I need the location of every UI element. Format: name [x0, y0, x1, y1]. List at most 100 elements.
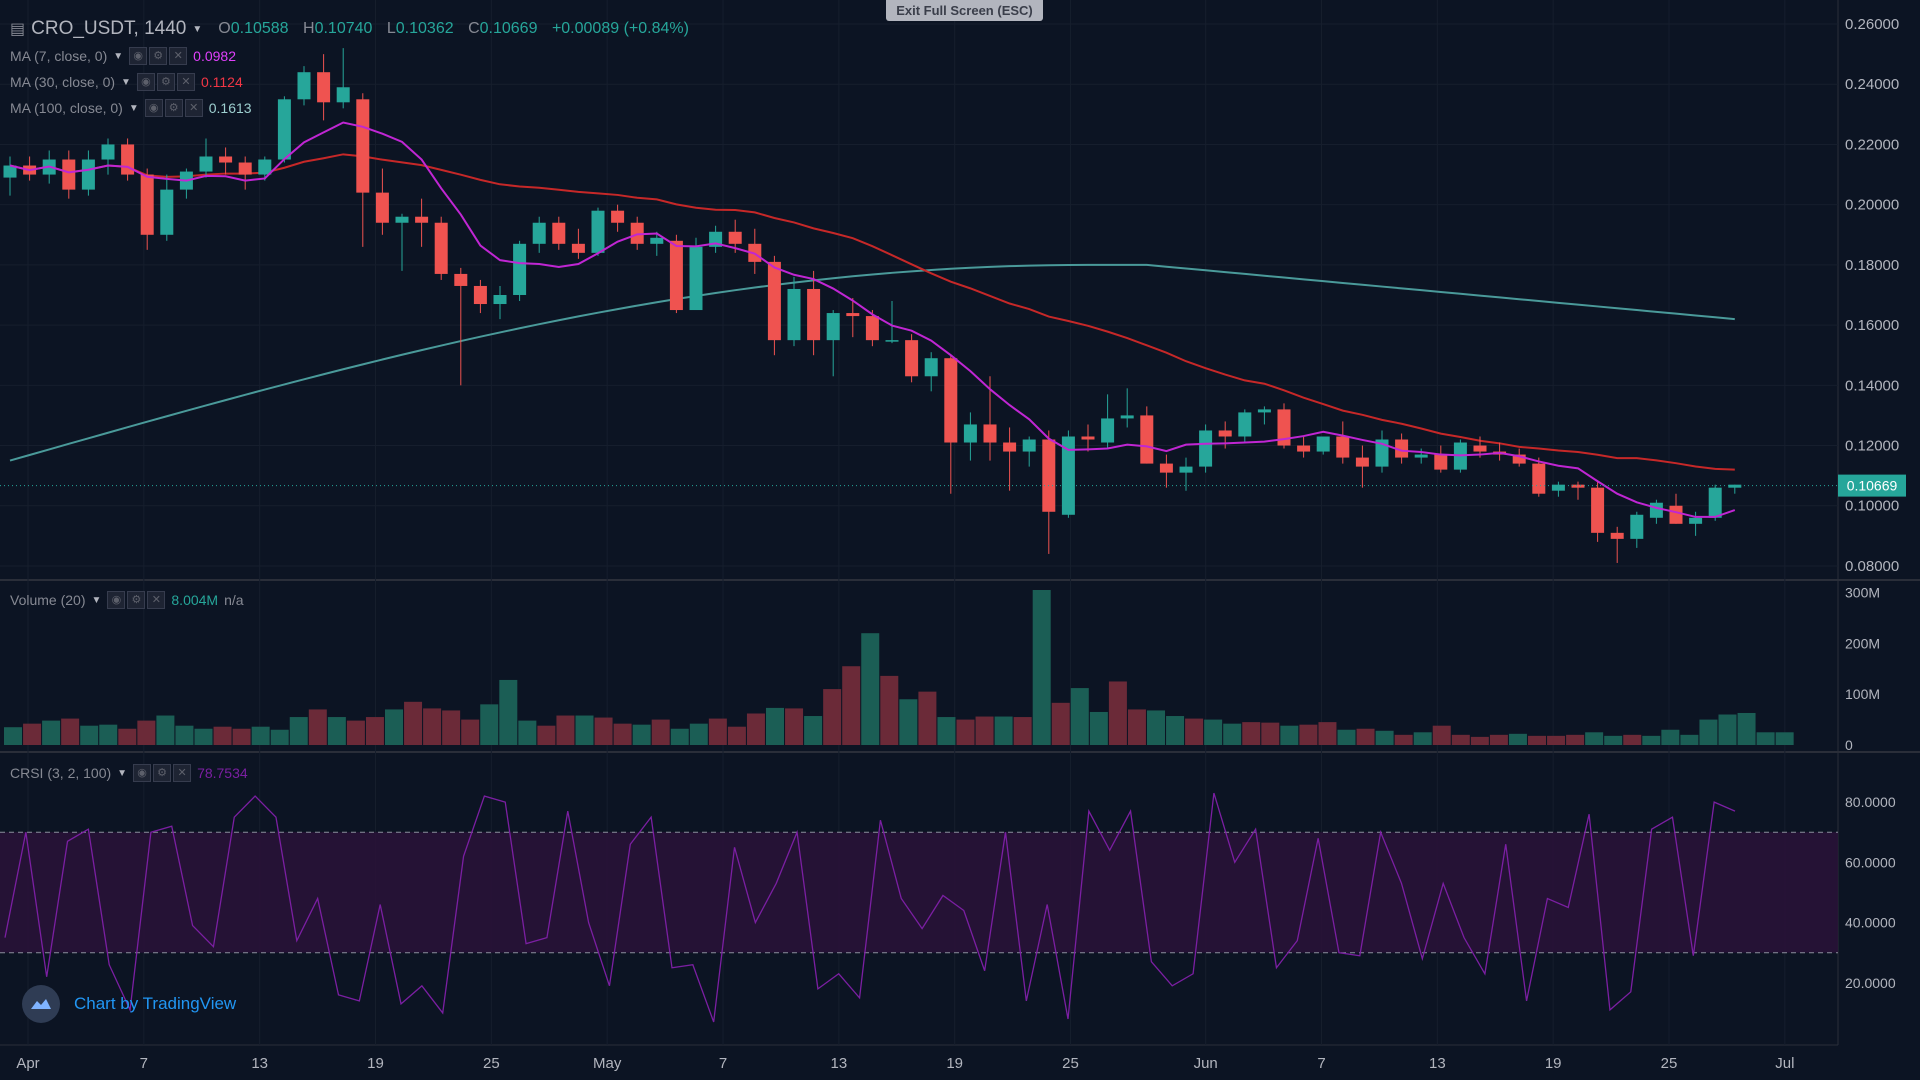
volume-bar	[1185, 718, 1204, 745]
candle-body	[160, 189, 174, 235]
crsi-legend[interactable]: CRSI (3, 2, 100) ▼ ◉ ⚙ ✕ 78.7534	[10, 764, 248, 782]
x-tick-label: 7	[1317, 1055, 1325, 1072]
volume-bar	[1147, 710, 1165, 745]
tradingview-logo-icon[interactable]	[22, 985, 60, 1023]
candle-body	[1355, 457, 1369, 467]
volume-bar	[1013, 717, 1032, 745]
volume-bar	[1204, 719, 1223, 745]
volume-bar	[1566, 734, 1585, 745]
ma7-path	[9, 121, 1736, 518]
volume-bar	[594, 717, 613, 745]
volume-series	[4, 590, 1794, 745]
chevron-down-icon[interactable]: ▼	[117, 767, 128, 779]
indicator-label[interactable]: MA (30, close, 0)	[10, 74, 116, 90]
volume-value: 8.004M	[171, 592, 219, 608]
volume-bar	[766, 707, 784, 745]
exit-fullscreen-button[interactable]: Exit Full Screen (ESC)	[886, 0, 1043, 21]
gear-icon[interactable]: ⚙	[127, 591, 146, 609]
candle-body	[1257, 409, 1271, 413]
crsi-tick-label: 60.0000	[1845, 854, 1896, 870]
indicator-legend-ma7[interactable]: MA (7, close, 0) ▼ ◉ ⚙ ✕ 0.0982	[10, 47, 236, 65]
volume-bar	[346, 720, 365, 745]
candle-body	[1414, 454, 1428, 458]
volume-bar	[899, 699, 918, 745]
symbol-title[interactable]: CRO_USDT, 1440	[31, 18, 187, 39]
indicator-label[interactable]: MA (100, close, 0)	[10, 100, 123, 116]
volume-bar	[175, 725, 194, 745]
candle-body	[1316, 436, 1330, 452]
indicator-label[interactable]: Volume (20)	[10, 592, 86, 608]
indicator-label[interactable]: MA (7, close, 0)	[10, 48, 108, 64]
volume-bar	[1413, 732, 1432, 745]
close-icon[interactable]: ✕	[173, 764, 192, 782]
eye-icon[interactable]: ◉	[136, 73, 155, 91]
chevron-down-icon[interactable]: ▼	[192, 23, 203, 35]
indicator-controls[interactable]: ◉ ⚙ ✕	[107, 591, 166, 609]
volume-bar	[975, 716, 994, 745]
crsi-tick-label: 40.0000	[1845, 915, 1896, 931]
candle-body	[140, 174, 154, 235]
gear-icon[interactable]: ⚙	[149, 47, 168, 65]
y-tick-label: 0.18000	[1845, 257, 1899, 274]
indicator-label[interactable]: CRSI (3, 2, 100)	[10, 765, 112, 781]
chevron-down-icon[interactable]: ▼	[128, 102, 139, 114]
indicator-value: 0.1124	[200, 74, 243, 90]
close-icon[interactable]: ✕	[169, 47, 188, 65]
branding-label[interactable]: Chart by TradingView	[74, 994, 237, 1013]
last-price-tag	[1838, 474, 1906, 497]
indicator-legend-ma100[interactable]: MA (100, close, 0) ▼ ◉ ⚙ ✕ 0.1613	[10, 99, 252, 117]
volume-bar	[1451, 734, 1470, 745]
volume-bar	[1166, 716, 1185, 745]
volume-legend[interactable]: Volume (20) ▼ ◉ ⚙ ✕ 8.004M n/a	[10, 591, 244, 609]
candle-body	[552, 222, 566, 244]
x-tick-label: 19	[946, 1055, 963, 1072]
candle-body	[865, 316, 879, 341]
indicator-controls[interactable]: ◉ ⚙ ✕	[129, 47, 188, 65]
chevron-down-icon[interactable]: ▼	[121, 76, 131, 88]
indicator-controls[interactable]: ◉ ⚙ ✕	[136, 73, 195, 91]
close-icon[interactable]: ✕	[147, 591, 166, 609]
x-tick-label: Jul	[1775, 1055, 1794, 1072]
eye-icon[interactable]: ◉	[129, 47, 148, 65]
gear-icon[interactable]: ⚙	[153, 764, 172, 782]
menu-icon[interactable]: ▤	[10, 21, 26, 38]
volume-bar	[746, 713, 765, 745]
eye-icon[interactable]: ◉	[107, 591, 126, 609]
tradingview-branding[interactable]: Chart by TradingView	[22, 985, 236, 1023]
x-tick-label: 7	[140, 1055, 148, 1072]
gear-icon[interactable]: ⚙	[156, 73, 175, 91]
indicator-legend-ma30[interactable]: MA (30, close, 0) ▼ ◉ ⚙ ✕ 0.1124	[10, 73, 243, 91]
eye-icon[interactable]: ◉	[144, 99, 163, 117]
x-tick-label: Apr	[16, 1055, 39, 1072]
candle-body	[415, 216, 429, 223]
chevron-down-icon[interactable]: ▼	[91, 594, 102, 606]
eye-icon[interactable]: ◉	[133, 764, 152, 782]
volume-bar	[1489, 734, 1508, 745]
volume-bar	[689, 723, 708, 745]
x-tick-label: 7	[719, 1055, 727, 1072]
volume-bar	[4, 727, 22, 745]
close-icon[interactable]: ✕	[176, 73, 195, 91]
candle-body	[493, 294, 507, 305]
volume-bar	[137, 720, 156, 745]
high-label: H	[303, 20, 315, 37]
y-tick-label: 0.20000	[1845, 197, 1899, 214]
volume-bar	[1108, 681, 1127, 745]
candle-body	[611, 210, 625, 223]
candle-body	[532, 222, 546, 244]
volume-bar	[727, 726, 746, 745]
candle-body	[571, 243, 585, 253]
close-icon[interactable]: ✕	[184, 99, 203, 117]
volume-bar	[613, 723, 632, 745]
x-tick-label: 25	[483, 1055, 500, 1072]
candle-body	[1610, 532, 1624, 539]
chevron-down-icon[interactable]: ▼	[113, 50, 124, 62]
gear-icon[interactable]: ⚙	[164, 99, 183, 117]
indicator-controls[interactable]: ◉ ⚙ ✕	[144, 99, 203, 117]
volume-bar	[956, 719, 975, 745]
indicator-controls[interactable]: ◉ ⚙ ✕	[133, 764, 192, 782]
crsi-tick-label: 80.0000	[1845, 794, 1896, 810]
candle-body	[199, 156, 213, 172]
y-tick-label: 0.14000	[1845, 377, 1899, 394]
